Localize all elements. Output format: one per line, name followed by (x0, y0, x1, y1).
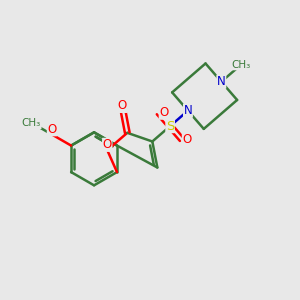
Text: O: O (118, 99, 127, 112)
Text: O: O (103, 138, 112, 152)
Text: CH₃: CH₃ (231, 60, 250, 70)
Text: O: O (182, 133, 192, 146)
Text: N: N (184, 104, 192, 117)
Text: N: N (217, 75, 226, 88)
Text: O: O (47, 123, 57, 136)
Text: S: S (166, 120, 174, 133)
Text: CH₃: CH₃ (22, 118, 41, 128)
Text: O: O (159, 106, 169, 119)
